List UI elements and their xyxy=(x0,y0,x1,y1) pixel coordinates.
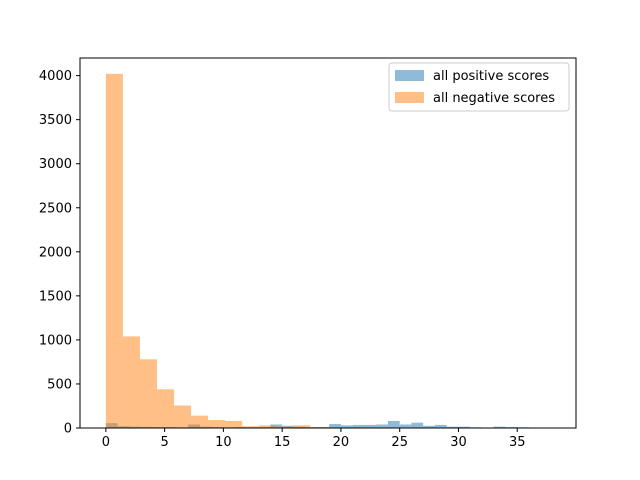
histogram-bar-series-0-bin-26 xyxy=(411,422,424,428)
histogram-bar-series-0-bin-22 xyxy=(364,424,377,428)
y-tick-label-5: 2500 xyxy=(39,201,72,216)
y-tick-label-6: 3000 xyxy=(39,157,72,172)
histogram-bar-series-0-bin-23 xyxy=(376,424,388,428)
y-tick-label-3: 1500 xyxy=(39,289,72,304)
histogram-bar-series-0-bin-28 xyxy=(434,424,447,428)
histogram-bar-series-0-bin-24 xyxy=(387,420,400,428)
y-tick-label-1: 500 xyxy=(47,377,72,392)
legend: all positive scores all negative scores xyxy=(388,62,570,112)
x-tick-label-2: 10 xyxy=(215,435,232,450)
histogram-bar-series-0-bin-33 xyxy=(493,426,506,428)
x-tick-label-3: 15 xyxy=(274,435,291,450)
histogram-bar-series-0-bin-25 xyxy=(399,424,412,428)
histogram-bar-series-1-bin-0 xyxy=(105,73,123,429)
x-tick-label-0: 0 xyxy=(102,435,110,450)
histogram-bar-series-1-bin-6 xyxy=(208,420,226,428)
bars-layer xyxy=(105,73,553,429)
plot-area xyxy=(80,58,576,428)
histogram-bar-series-1-bin-7 xyxy=(225,420,243,428)
histogram-bar-series-1-bin-5 xyxy=(191,415,209,428)
y-tick-label-0: 0 xyxy=(64,422,72,437)
legend-frame xyxy=(388,62,570,112)
histogram-bar-series-1-bin-1 xyxy=(122,336,140,428)
histogram-bar-series-1-bin-3 xyxy=(156,389,175,428)
axes-layer: 0 5 10 15 20 25 30 35 0 500 1000 1500 2000 2500 3000 35… xyxy=(39,57,577,450)
legend-swatch-negative xyxy=(395,92,424,103)
legend-label-positive: all positive scores xyxy=(433,69,549,84)
x-tick-label-4: 20 xyxy=(333,435,350,450)
y-tick-label-2: 1000 xyxy=(39,333,72,348)
histogram-bar-series-1-bin-11 xyxy=(293,425,311,428)
y-tick-label-8: 4000 xyxy=(39,69,72,84)
histogram-bar-series-0-bin-21 xyxy=(352,424,365,428)
axes-frame xyxy=(79,57,577,429)
legend-swatch-positive xyxy=(395,70,424,81)
legend-label-negative: all negative scores xyxy=(433,91,555,106)
histogram-bar-series-1-bin-8 xyxy=(242,426,260,428)
x-tick-label-6: 30 xyxy=(450,435,467,450)
y-tick-label-4: 2000 xyxy=(39,245,72,260)
histogram-bar-series-1-bin-4 xyxy=(174,405,192,428)
y-tick-label-7: 3500 xyxy=(39,113,72,128)
x-tick-label-1: 5 xyxy=(160,435,168,450)
histogram-bar-series-0-bin-27 xyxy=(423,425,435,428)
x-tick-label-7: 35 xyxy=(509,435,526,450)
x-tick-label-5: 25 xyxy=(391,435,408,450)
histogram-bar-series-0-bin-29 xyxy=(446,426,459,428)
histogram-bar-series-0-bin-14 xyxy=(270,424,283,428)
histogram-bar-series-1-bin-10 xyxy=(276,426,294,428)
histogram-bar-series-0-bin-30 xyxy=(458,426,471,428)
histogram-bar-series-1-bin-2 xyxy=(139,359,157,428)
histogram-bar-series-0-bin-20 xyxy=(340,425,353,428)
histogram-bar-series-1-bin-9 xyxy=(259,425,277,428)
histogram-bar-series-0-bin-19 xyxy=(329,424,341,428)
